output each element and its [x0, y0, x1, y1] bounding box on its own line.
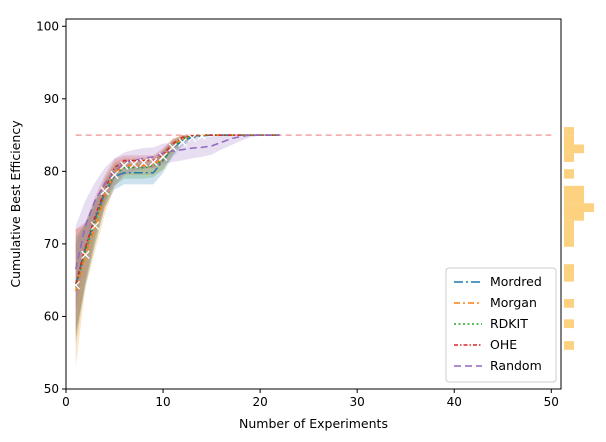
x-tick-label-0: 0 [62, 395, 70, 409]
x-marker-1 [81, 250, 90, 260]
legend-label-rdkit: RDKIT [490, 316, 528, 331]
histogram-bar-2 [564, 144, 584, 154]
legend-label-random: Random [490, 358, 542, 373]
legend-label-ohe: OHE [490, 337, 517, 352]
series-line-ohe [74, 134, 280, 284]
x-marker-8 [149, 157, 158, 167]
x-tick-label-3: 30 [350, 395, 365, 409]
legend-box [445, 267, 557, 383]
histogram-bar-1 [564, 135, 574, 145]
y-tick-label-3: 80 [44, 164, 59, 178]
histogram-bar-6 [564, 194, 584, 204]
x-tick-label-5: 50 [544, 395, 559, 409]
confidence-bands [75, 135, 280, 368]
x-marker-9 [158, 152, 168, 162]
y-axis-label: Cumulative Best Efficiency [8, 120, 23, 288]
x-marker-13 [197, 131, 207, 141]
histogram-bar-16 [564, 341, 574, 350]
histogram-bar-10 [564, 229, 574, 239]
histogram-bar-4 [564, 169, 574, 179]
histogram-bar-5 [564, 185, 584, 195]
legend: Mordred Morgan RDKIT OHE Random [445, 267, 557, 383]
x-marker-0 [71, 280, 80, 290]
y-tick-label-4: 90 [44, 92, 59, 106]
series-line-random [74, 134, 280, 270]
y-tick-label-1: 60 [44, 309, 59, 323]
x-marker-6 [129, 159, 139, 169]
y-tick-label-5: 100 [36, 19, 59, 33]
x-axis-label: Number of Experiments [239, 416, 388, 431]
x-marker-7 [139, 158, 148, 167]
histogram-bar-7 [564, 203, 594, 212]
histogram-bar-0 [564, 127, 574, 136]
histogram-bar-3 [564, 153, 574, 162]
y-tick-label-0: 50 [44, 382, 59, 396]
x-marker-11 [178, 138, 187, 147]
histogram-bar-13 [564, 272, 574, 282]
x-axis: 0 10 20 30 40 50 [62, 389, 559, 409]
x-marker-5 [119, 161, 129, 170]
series-lines [74, 134, 280, 292]
x-marker-3 [100, 186, 110, 196]
x-tick-label-4: 40 [447, 395, 462, 409]
legend-label-mordred: Mordred [490, 274, 542, 289]
y-axis: 50 60 70 80 90 100 [36, 19, 66, 396]
histogram-bar-9 [564, 220, 574, 230]
histogram-bar-14 [564, 299, 574, 308]
y-tick-label-2: 70 [44, 237, 59, 251]
series-line-rdkit [74, 134, 280, 288]
histogram-bar-12 [564, 264, 574, 273]
x-marker-12 [187, 133, 197, 143]
x-marker-2 [90, 221, 100, 231]
histogram-bar-11 [564, 238, 574, 247]
histogram-bar-15 [564, 319, 574, 329]
x-tick-label-2: 20 [252, 395, 267, 409]
band-mordred [75, 135, 280, 331]
band-ohe [75, 135, 280, 339]
legend-label-morgan: Morgan [490, 295, 537, 310]
x-markers [71, 131, 207, 290]
marginal-histogram [564, 127, 594, 350]
x-marker-10 [168, 143, 178, 152]
histogram-bar-8 [564, 211, 584, 221]
plot-frame [65, 18, 562, 390]
x-marker-4 [110, 170, 119, 180]
band-random [75, 135, 280, 310]
x-tick-label-1: 10 [155, 395, 170, 409]
